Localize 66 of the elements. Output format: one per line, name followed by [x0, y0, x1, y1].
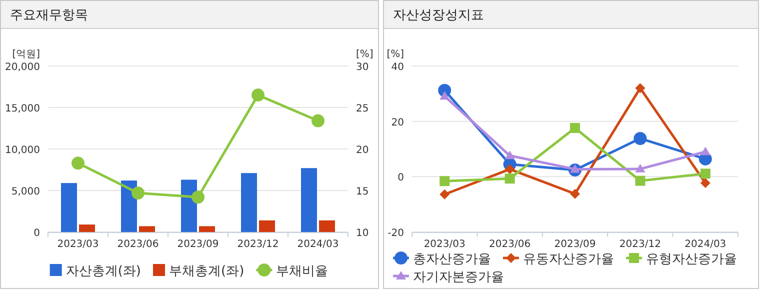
point — [72, 156, 84, 170]
point — [634, 132, 647, 145]
y2-axis-title: [%] — [356, 49, 374, 60]
y2-tick-label: 20 — [356, 145, 369, 156]
y-axis-title: [%] — [386, 49, 404, 60]
point — [700, 178, 710, 188]
point — [440, 176, 450, 186]
y2-tick-label: 15 — [356, 186, 369, 198]
x-tick-label: 2023/12 — [237, 239, 279, 250]
chart-title: 자산성장성지표 — [393, 8, 484, 23]
x-tick-label: 2023/03 — [57, 239, 99, 250]
x-tick-label: 2024/03 — [684, 239, 726, 250]
point — [570, 188, 580, 199]
bar — [241, 173, 257, 232]
y2-tick-label: 25 — [356, 104, 369, 114]
bar — [259, 220, 275, 232]
x-tick-label: 2023/12 — [619, 239, 661, 250]
point — [570, 164, 580, 173]
point — [635, 164, 646, 172]
point — [312, 114, 324, 128]
x-tick-label: 2023/03 — [424, 239, 466, 250]
x-tick-label: 2024/03 — [297, 239, 339, 250]
point — [635, 176, 646, 186]
point — [570, 122, 580, 133]
bar — [181, 180, 197, 232]
legend-label: 부채비율 — [276, 264, 328, 279]
y2-tick-label: 30 — [356, 62, 369, 73]
legend-label: 유형자산증가율 — [646, 252, 737, 267]
point — [700, 146, 710, 156]
bar — [79, 224, 95, 232]
y-tick-label: 10,000 — [5, 145, 40, 156]
x-tick-label: 2023/09 — [554, 239, 596, 250]
point — [504, 174, 515, 184]
y-tick-label: 20 — [391, 117, 404, 128]
y-tick-label: 40 — [391, 62, 404, 73]
bar — [319, 220, 335, 232]
point — [252, 88, 264, 102]
x-tick-label: 2023/06 — [489, 239, 531, 250]
chart-title: 주요재무항목 — [10, 8, 88, 23]
y-tick-label: 0 — [34, 228, 40, 239]
legend-label: 총자산증가율 — [413, 252, 491, 267]
y-tick-label: 15,000 — [5, 104, 40, 114]
point — [132, 186, 144, 200]
bar — [61, 183, 77, 232]
y-tick-label: 0 — [398, 172, 404, 184]
x-tick-label: 2023/09 — [177, 239, 219, 250]
legend-label: 유동자산증가율 — [523, 252, 614, 267]
point — [635, 83, 646, 94]
legend-label: 부채총계(좌) — [169, 264, 244, 279]
y-axis-title: [억원] — [12, 49, 40, 60]
point — [440, 189, 450, 200]
point — [504, 164, 515, 174]
point — [440, 91, 450, 100]
y-tick-label: -20 — [388, 228, 404, 239]
y-tick-label: 5,000 — [11, 186, 40, 198]
x-tick-label: 2023/06 — [117, 239, 159, 250]
bar — [301, 168, 317, 232]
point — [504, 150, 515, 160]
point — [700, 168, 710, 179]
bar — [199, 226, 215, 232]
bar — [139, 226, 155, 232]
legend-label: 자산총계(좌) — [66, 264, 141, 279]
point — [192, 190, 204, 204]
legend-label: 자기자본증가율 — [413, 270, 504, 285]
y-tick-label: 20,000 — [5, 62, 40, 73]
y2-tick-label: 10 — [356, 228, 369, 239]
